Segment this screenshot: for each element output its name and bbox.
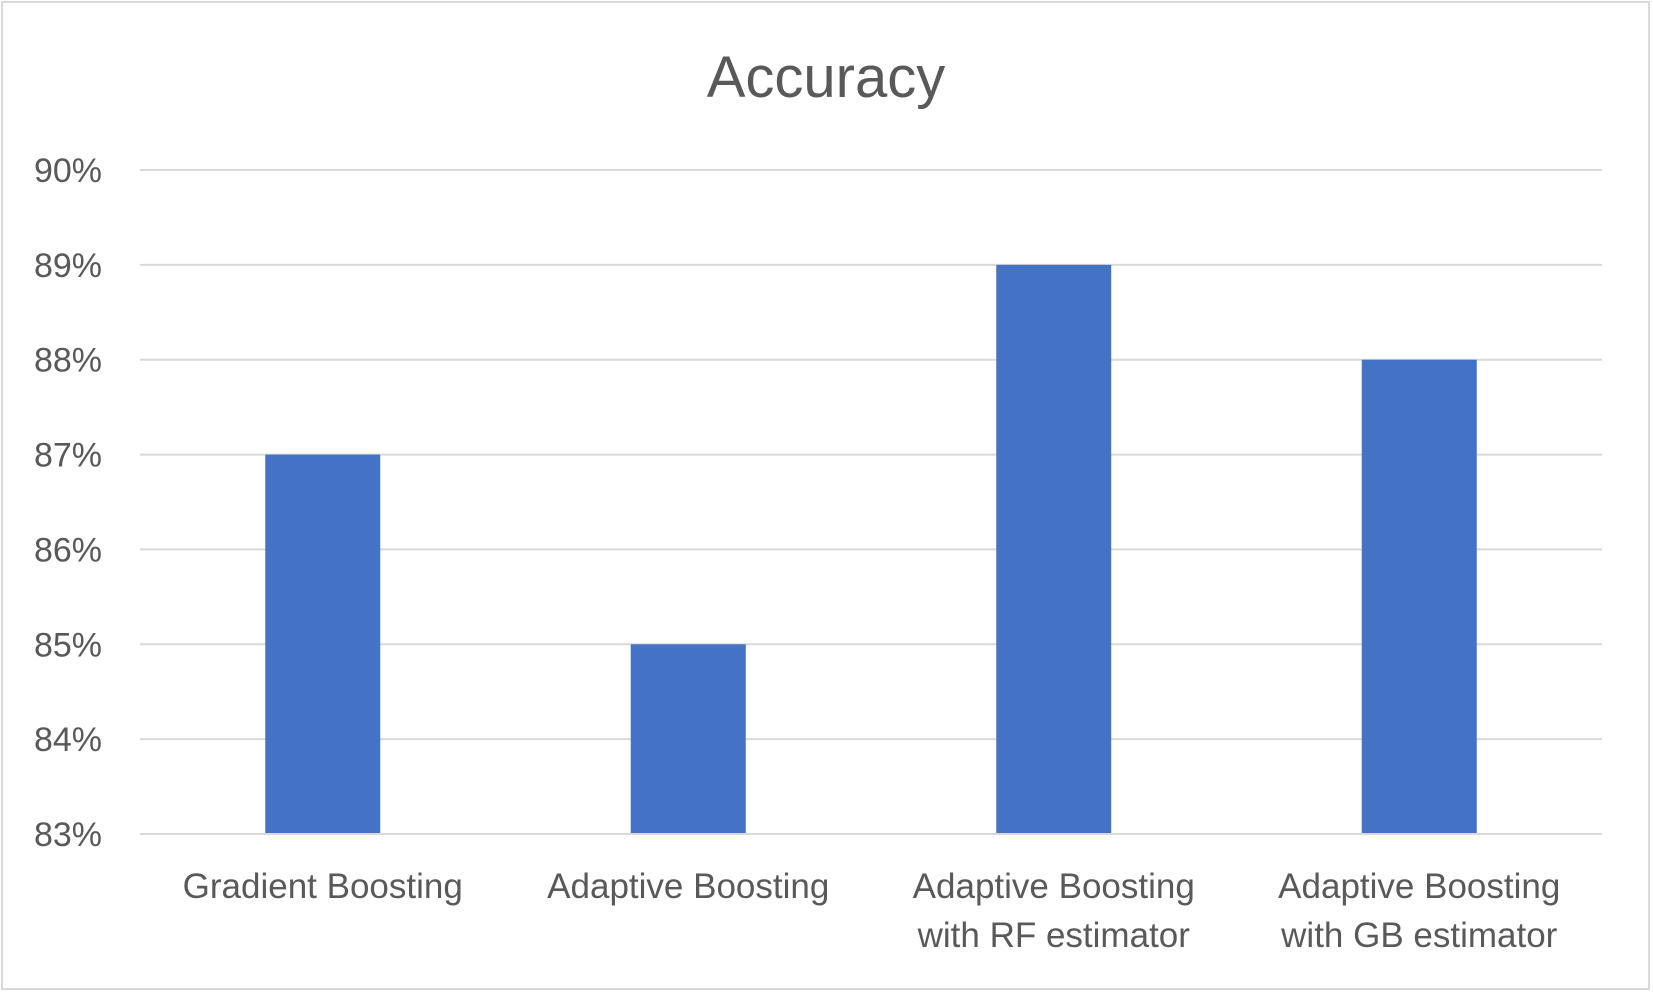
x-category-label: Adaptive Boosting [547,867,829,906]
y-tick-label: 88% [34,342,102,380]
bars [265,264,1477,834]
x-category-label: Gradient Boosting [183,867,463,906]
gridlines [140,169,1602,741]
y-tick-label: 85% [34,626,102,664]
y-axis-ticks: 83% 84% 85% 86% 87% 88% 89% 90% [34,152,102,854]
x-axis-labels: Gradient Boosting Adaptive Boosting Adapti… [183,867,1561,955]
x-category-label: Adaptive Boosting with RF estimator [913,867,1195,955]
bar [996,264,1112,834]
y-tick-label: 87% [34,437,102,475]
y-tick-label: 90% [34,152,102,190]
y-tick-label: 86% [34,531,102,569]
chart-title: Accuracy [707,45,946,110]
y-tick-label: 84% [34,721,102,759]
y-tick-label: 89% [34,247,102,285]
bar [630,644,746,834]
bar [1361,359,1477,834]
x-category-label: Adaptive Boosting with GB estimator [1278,867,1560,955]
bar [265,454,381,834]
y-tick-label: 83% [34,816,102,854]
